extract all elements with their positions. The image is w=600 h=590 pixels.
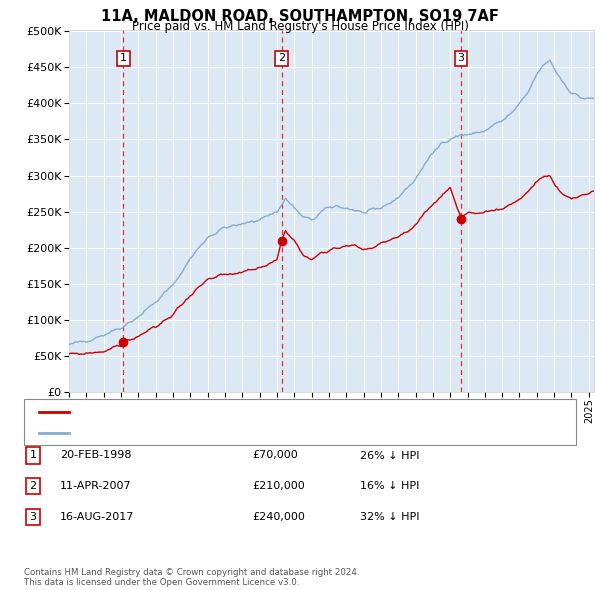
Text: 1: 1 (29, 451, 37, 460)
Text: 11-APR-2007: 11-APR-2007 (60, 481, 131, 491)
Text: 3: 3 (29, 512, 37, 522)
Text: £210,000: £210,000 (252, 481, 305, 491)
Text: Price paid vs. HM Land Registry's House Price Index (HPI): Price paid vs. HM Land Registry's House … (131, 20, 469, 33)
Text: Contains HM Land Registry data © Crown copyright and database right 2024.
This d: Contains HM Land Registry data © Crown c… (24, 568, 359, 587)
Text: 26% ↓ HPI: 26% ↓ HPI (360, 451, 419, 460)
Text: 16% ↓ HPI: 16% ↓ HPI (360, 481, 419, 491)
Text: £70,000: £70,000 (252, 451, 298, 460)
Text: £240,000: £240,000 (252, 512, 305, 522)
Text: 32% ↓ HPI: 32% ↓ HPI (360, 512, 419, 522)
Text: 11A, MALDON ROAD, SOUTHAMPTON, SO19 7AF (detached house): 11A, MALDON ROAD, SOUTHAMPTON, SO19 7AF … (75, 407, 439, 417)
Text: 11A, MALDON ROAD, SOUTHAMPTON, SO19 7AF: 11A, MALDON ROAD, SOUTHAMPTON, SO19 7AF (101, 9, 499, 24)
Text: 3: 3 (457, 54, 464, 63)
Text: 20-FEB-1998: 20-FEB-1998 (60, 451, 131, 460)
Text: 16-AUG-2017: 16-AUG-2017 (60, 512, 134, 522)
Text: 1: 1 (120, 54, 127, 63)
Text: 2: 2 (278, 54, 286, 63)
Text: 2: 2 (29, 481, 37, 491)
Text: HPI: Average price, detached house, Southampton: HPI: Average price, detached house, Sout… (75, 428, 352, 438)
